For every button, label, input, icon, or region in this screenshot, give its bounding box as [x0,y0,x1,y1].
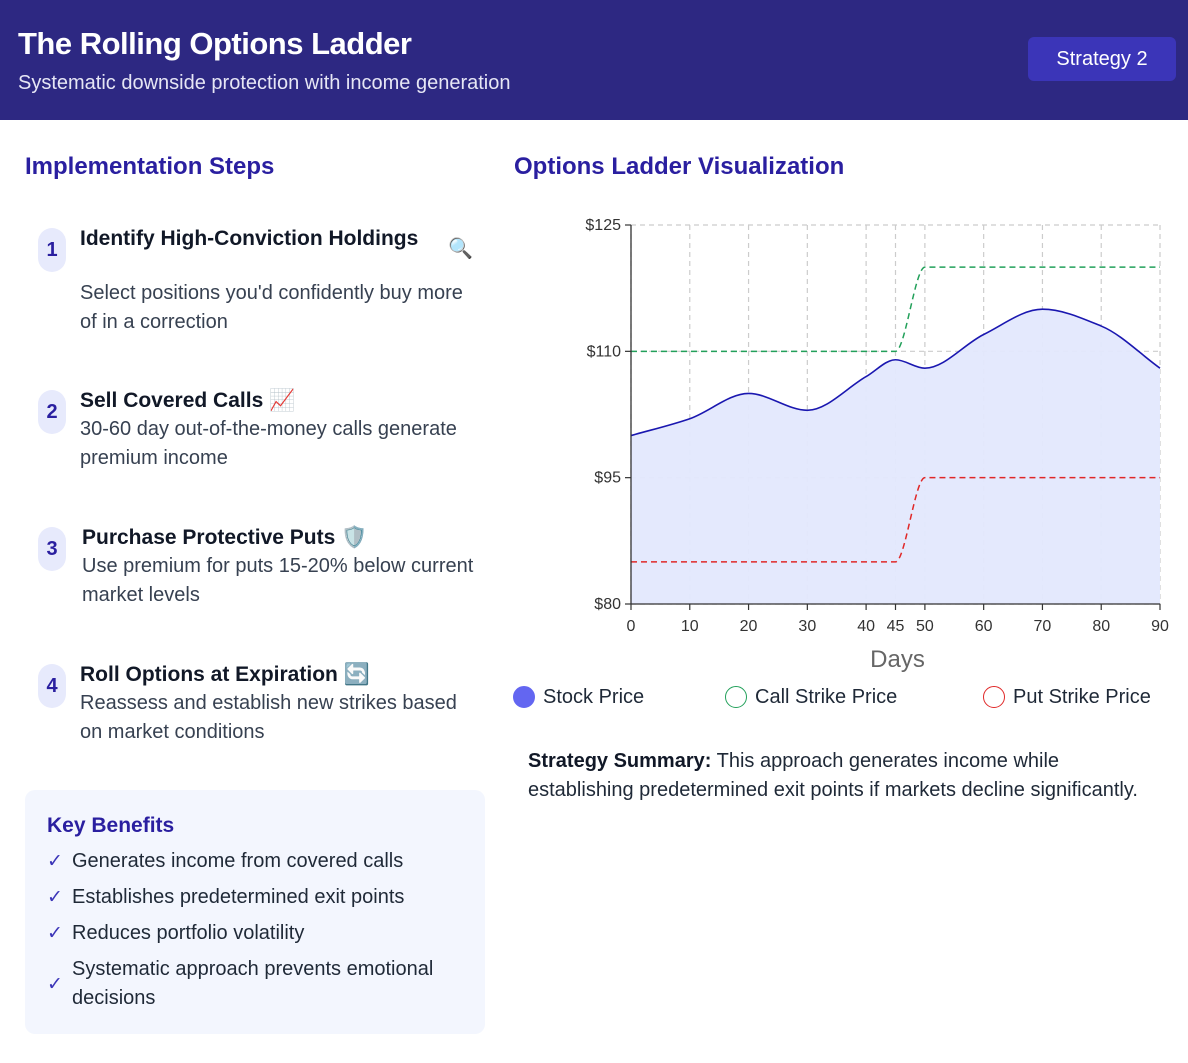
step-title: Sell Covered Calls 📈 [80,386,460,415]
legend-item-put-strike[interactable]: Put Strike Price [983,684,1151,710]
legend-item-stock-price[interactable]: Stock Price [513,684,644,710]
step-title-text: Roll Options at Expiration [80,663,338,686]
legend-label: Put Strike Price [1013,685,1151,708]
step-description: Reassess and establish new strikes based… [80,692,457,743]
step-description: Use premium for puts 15-20% below curren… [82,555,474,606]
legend-swatch [983,686,1005,708]
x-tick-label: 70 [1034,618,1052,635]
benefit-text: Generates income from covered calls [72,850,404,872]
check-icon: ✓ [47,887,63,908]
step-number: 3 [38,527,66,571]
strategy-badge: Strategy 2 [1028,37,1176,81]
shield-icon: 🛡️ [341,526,368,549]
check-icon: ✓ [47,851,63,872]
magnifier-icon: 🔍 [448,238,473,260]
step-title: Purchase Protective Puts 🛡️ [82,523,462,552]
x-tick-label: 40 [857,618,875,635]
call-strike-line [631,266,1160,353]
y-tick-label: $95 [594,470,621,487]
summary-label: Strategy Summary: [528,750,712,772]
strategy-summary: Strategy Summary: This approach generate… [528,747,1168,805]
step-number: 4 [38,664,66,708]
check-icon: ✓ [47,974,63,995]
page-title: The Rolling Options Ladder [18,26,412,61]
step-description: Select positions you'd confidently buy m… [80,282,463,333]
chart-section-title: Options Ladder Visualization [514,153,845,180]
legend-swatch [513,686,535,708]
chart-up-icon: 📈 [269,389,296,412]
y-tick-label: $80 [594,596,621,613]
x-tick-label: 10 [681,618,699,635]
x-tick-label: 50 [916,618,934,635]
summary-text: This approach generates income while est… [528,750,1138,801]
step-number: 2 [38,390,66,434]
benefit-text: Establishes predetermined exit points [72,886,405,908]
legend-item-call-strike[interactable]: Call Strike Price [725,684,897,710]
put-strike-line [631,476,1160,563]
step-description: 30-60 day out-of-the-money calls generat… [80,418,457,469]
step-title-text: Purchase Protective Puts [82,526,336,549]
legend-label: Stock Price [543,685,645,708]
check-icon: ✓ [47,923,63,944]
step-number: 1 [38,228,66,272]
x-tick-label: 60 [975,618,993,635]
x-tick-label: 45 [887,618,905,635]
legend-swatch [725,686,747,708]
chart-svg: $80 $95 $110 $125 0 10 20 30 40 45 50 60 70 80 90 Days [585,217,1169,673]
step-title: Roll Options at Expiration 🔄 [80,660,460,689]
x-tick-label: 20 [740,618,758,635]
x-tick-label: 30 [798,618,816,635]
step-title-text: Sell Covered Calls [80,389,264,412]
steps-section-title: Implementation Steps [25,153,275,180]
benefit-text: Systematic approach prevents emotional d… [72,958,434,1009]
stock-price-area [631,309,1160,604]
y-tick-label: $125 [585,217,621,234]
page-subtitle: Systematic downside protection with inco… [18,72,511,94]
stock-price-line [630,308,1161,437]
options-ladder-chart: $80 $95 $110 $125 0 10 20 30 40 45 50 60 70 80 90 Days [510,200,1188,680]
step-title: Identify High-Conviction Holdings [80,227,419,250]
x-tick-label: 80 [1092,618,1110,635]
benefit-text: Reduces portfolio volatility [72,922,305,944]
legend-label: Call Strike Price [755,685,898,708]
y-tick-label: $110 [587,343,622,360]
key-benefits-title: Key Benefits [47,814,175,837]
x-tick-label: 0 [627,618,636,635]
x-axis-label: Days [870,646,925,673]
x-tick-label: 90 [1151,618,1169,635]
repeat-icon: 🔄 [343,663,370,686]
key-benefits-panel: Key Benefits ✓ Generates income from cov… [25,790,485,1034]
header-banner: The Rolling Options Ladder Systematic do… [0,0,1188,120]
